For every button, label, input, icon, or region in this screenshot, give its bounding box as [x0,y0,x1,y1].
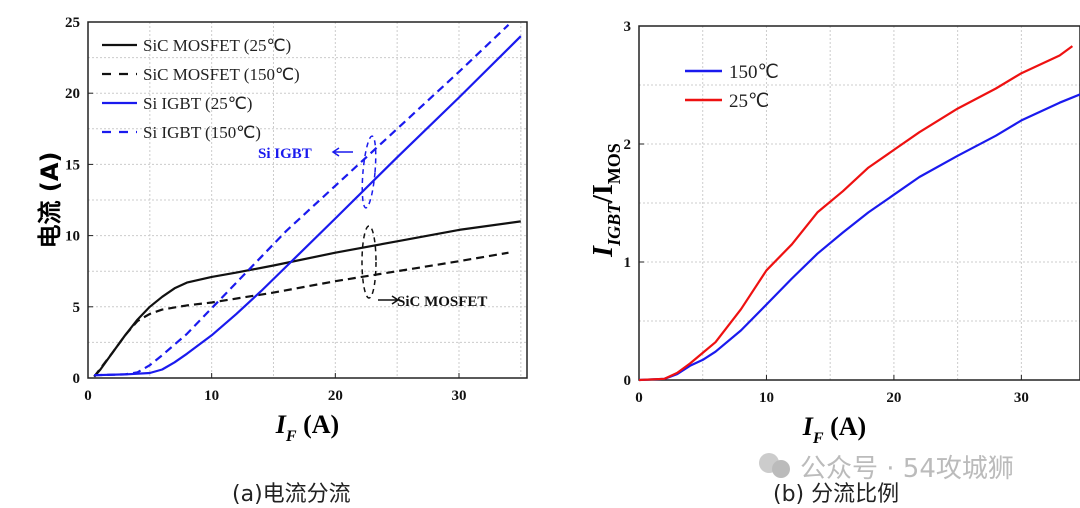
y-tick-label: 10 [65,229,80,245]
ellipse-marker [361,135,377,209]
legend-label: Si IGBT (25℃) [143,94,252,113]
caption-a: (a)电流分流 [232,482,351,507]
y-axis-label-a: 电流 (A) [36,152,64,249]
y-tick-label: 15 [65,157,80,173]
legend-label: SiC MOSFET (25℃) [143,36,291,55]
x-tick-label: 10 [204,388,219,404]
x-tick-label: 0 [84,388,92,404]
x-tick-label: 30 [451,388,466,404]
y-tick-label: 5 [73,300,81,316]
x-tick-label: 30 [1014,390,1029,406]
legend-label: 150℃ [729,62,779,83]
y-tick-label: 25 [65,15,80,31]
x-axis-label: IF (A) [802,412,866,447]
x-axis-label: IF (A) [275,410,339,445]
wechat-icon [772,460,790,478]
x-tick-label: 20 [886,390,901,406]
x-tick-label: 0 [635,390,643,406]
y-tick-label: 0 [624,373,632,389]
legend-label: SiC MOSFET (150℃) [143,65,300,84]
x-tick-label: 10 [759,390,774,406]
series-line-0 [638,93,1080,382]
annotation-sic-mosfet: SiC MOSFET [397,294,487,310]
series-line-3 [94,24,510,377]
y-axis-label-b: IIGBT/IMOS [588,143,624,258]
y-tick-label: 2 [624,137,632,153]
legend-label: 25℃ [729,91,769,112]
plot-frame [638,25,1080,381]
plot-frame [87,21,528,379]
caption-b: (b) 分流比例 [773,482,900,507]
series-line-1 [93,251,509,378]
y-tick-label: 0 [73,371,81,387]
legend-label: Si IGBT (150℃) [143,123,261,142]
chart-0: 0 10 20 30 0 5 10 15 20 25 IF (A) [65,15,528,445]
watermark: 公众号 · 54攻城狮 [800,454,1014,484]
y-tick-label: 20 [65,86,80,102]
y-tick-label: 3 [624,19,632,35]
ellipse-marker [361,225,377,299]
arrow-icon [378,295,400,305]
series-line-2 [94,35,522,377]
annotation-si-igbt: Si IGBT [258,146,312,162]
arrow-icon [331,147,353,157]
y-tick-label: 1 [624,255,632,271]
x-tick-label: 20 [328,388,343,404]
chart-1: 0 10 20 30 0 1 2 3 IF (A) [624,19,1080,447]
series-line-1 [638,45,1074,382]
